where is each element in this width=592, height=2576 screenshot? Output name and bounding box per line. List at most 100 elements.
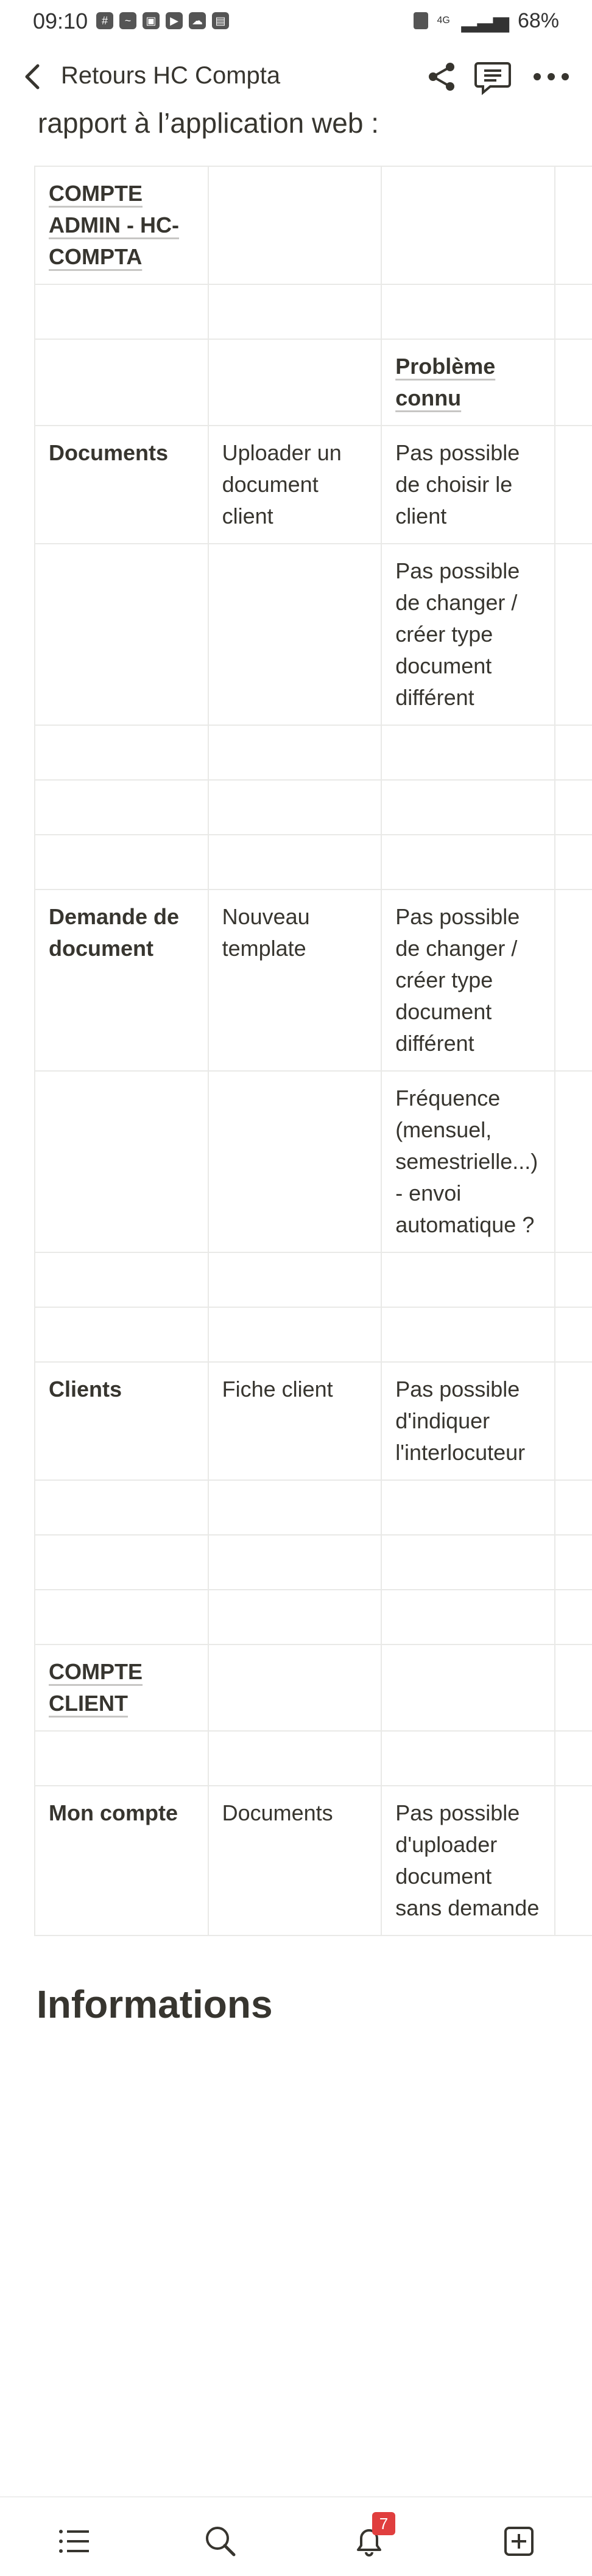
table-cell[interactable]: [554, 339, 592, 426]
table-cell[interactable]: [34, 1479, 209, 1535]
table-cell[interactable]: [207, 779, 382, 835]
table-cell[interactable]: [554, 1252, 592, 1308]
notification-badge: 7: [372, 2512, 395, 2535]
search-icon[interactable]: [201, 2522, 240, 2561]
table-cell[interactable]: [554, 1070, 592, 1253]
table-row: [34, 1252, 592, 1308]
cell-text: COMPTE CLIENT: [49, 1659, 143, 1716]
table-cell[interactable]: [34, 834, 209, 890]
table-cell[interactable]: [554, 779, 592, 835]
table-cell[interactable]: Documents: [34, 425, 209, 544]
table-cell[interactable]: [207, 166, 382, 285]
table-cell[interactable]: [554, 1644, 592, 1732]
table-cell[interactable]: [34, 1730, 209, 1786]
table-cell[interactable]: [381, 1534, 555, 1590]
table-cell[interactable]: [381, 284, 555, 340]
table-cell[interactable]: [381, 725, 555, 781]
table-cell[interactable]: [207, 339, 382, 426]
table-cell[interactable]: [34, 1589, 209, 1645]
table-cell[interactable]: Pas possible de changer / créer type doc…: [381, 543, 555, 726]
table-cell[interactable]: [554, 284, 592, 340]
table-cell[interactable]: [34, 1252, 209, 1308]
share-icon[interactable]: [423, 58, 460, 95]
table-cell[interactable]: [554, 1534, 592, 1590]
table-cell[interactable]: [554, 1589, 592, 1645]
table-cell[interactable]: [34, 779, 209, 835]
list-icon[interactable]: [55, 2522, 94, 2561]
bell-icon[interactable]: [350, 2522, 389, 2561]
table-cell[interactable]: [381, 834, 555, 890]
table-cell[interactable]: [381, 166, 555, 285]
table-cell[interactable]: [554, 725, 592, 781]
table-cell[interactable]: [381, 1252, 555, 1308]
cell-text: Documents: [222, 1800, 333, 1825]
table-cell[interactable]: Uploader un document client: [207, 425, 382, 544]
table-cell[interactable]: [554, 1785, 592, 1936]
table-cell[interactable]: [34, 339, 209, 426]
table-cell[interactable]: [34, 543, 209, 726]
table-cell[interactable]: [554, 1361, 592, 1481]
table-cell[interactable]: [381, 1644, 555, 1732]
table-cell[interactable]: Clients: [34, 1361, 209, 1481]
table-cell[interactable]: Problème connu: [381, 339, 555, 426]
table-row: Demande de document Nouveau template Pas p…: [34, 889, 592, 1072]
cell-text: Nouveau template: [222, 904, 310, 961]
table-cell[interactable]: [554, 1307, 592, 1363]
table-cell[interactable]: [34, 1070, 209, 1253]
table-cell[interactable]: [207, 1644, 382, 1732]
table-cell[interactable]: [381, 779, 555, 835]
table-cell[interactable]: [554, 834, 592, 890]
table-cell[interactable]: [554, 1730, 592, 1786]
table-cell[interactable]: Fréquence (mensuel, semestrielle...) - e…: [381, 1070, 555, 1253]
app-bar: Retours HC Compta: [0, 44, 592, 110]
table-cell[interactable]: Nouveau template: [207, 889, 382, 1072]
add-page-icon[interactable]: [499, 2522, 538, 2561]
table-cell[interactable]: Pas possible de choisir le client: [381, 425, 555, 544]
table-cell[interactable]: [381, 1307, 555, 1363]
table-cell[interactable]: [34, 725, 209, 781]
back-arrow-icon[interactable]: [15, 57, 54, 96]
cell-text: Pas possible de changer / créer type doc…: [395, 558, 520, 710]
table-cell[interactable]: [381, 1479, 555, 1535]
table-cell[interactable]: [207, 543, 382, 726]
table-cell[interactable]: Fiche client: [207, 1361, 382, 1481]
table-cell[interactable]: [554, 1479, 592, 1535]
table-cell[interactable]: COMPTE CLIENT: [34, 1644, 209, 1732]
table-cell[interactable]: Documents: [207, 1785, 382, 1936]
table-cell[interactable]: [207, 1589, 382, 1645]
youtube-icon: ▶: [166, 12, 183, 29]
table-cell[interactable]: [207, 1070, 382, 1253]
table-cell[interactable]: [554, 889, 592, 1072]
table-cell[interactable]: [207, 725, 382, 781]
table-cell[interactable]: [554, 543, 592, 726]
table-cell[interactable]: [554, 425, 592, 544]
table-cell[interactable]: Pas possible de changer / créer type doc…: [381, 889, 555, 1072]
table-cell[interactable]: Pas possible d'indiquer l'interlocuteur: [381, 1361, 555, 1481]
table-cell[interactable]: [34, 1307, 209, 1363]
table-cell[interactable]: [207, 1307, 382, 1363]
table-cell[interactable]: Demande de document: [34, 889, 209, 1072]
table-cell[interactable]: COMPTE ADMIN - HC-COMPTA: [34, 166, 209, 285]
table-cell[interactable]: [381, 1589, 555, 1645]
comment-icon[interactable]: [473, 57, 512, 96]
cell-text: Clients: [49, 1377, 122, 1402]
table-row: [34, 1534, 592, 1590]
cell-text: Fréquence (mensuel, semestrielle...) - e…: [395, 1086, 538, 1237]
table-cell[interactable]: Mon compte: [34, 1785, 209, 1936]
table-cell[interactable]: [207, 1534, 382, 1590]
table-cell[interactable]: [34, 1534, 209, 1590]
table-row: Problème connu: [34, 339, 592, 426]
table-cell[interactable]: [381, 1730, 555, 1786]
table-cell[interactable]: [207, 1252, 382, 1308]
network-type: 4G: [437, 15, 450, 26]
table-cell[interactable]: [207, 1479, 382, 1535]
table-cell[interactable]: [34, 284, 209, 340]
feedback-table: COMPTE ADMIN - HC-COMPTA Problème connu …: [34, 166, 592, 1936]
table-cell[interactable]: [207, 284, 382, 340]
table-cell[interactable]: Pas possible d'uploader document sans de…: [381, 1785, 555, 1936]
table-cell[interactable]: [554, 166, 592, 285]
table-row: Fréquence (mensuel, semestrielle...) - e…: [34, 1070, 592, 1253]
more-options-icon[interactable]: [530, 58, 573, 95]
table-cell[interactable]: [207, 1730, 382, 1786]
table-cell[interactable]: [207, 834, 382, 890]
